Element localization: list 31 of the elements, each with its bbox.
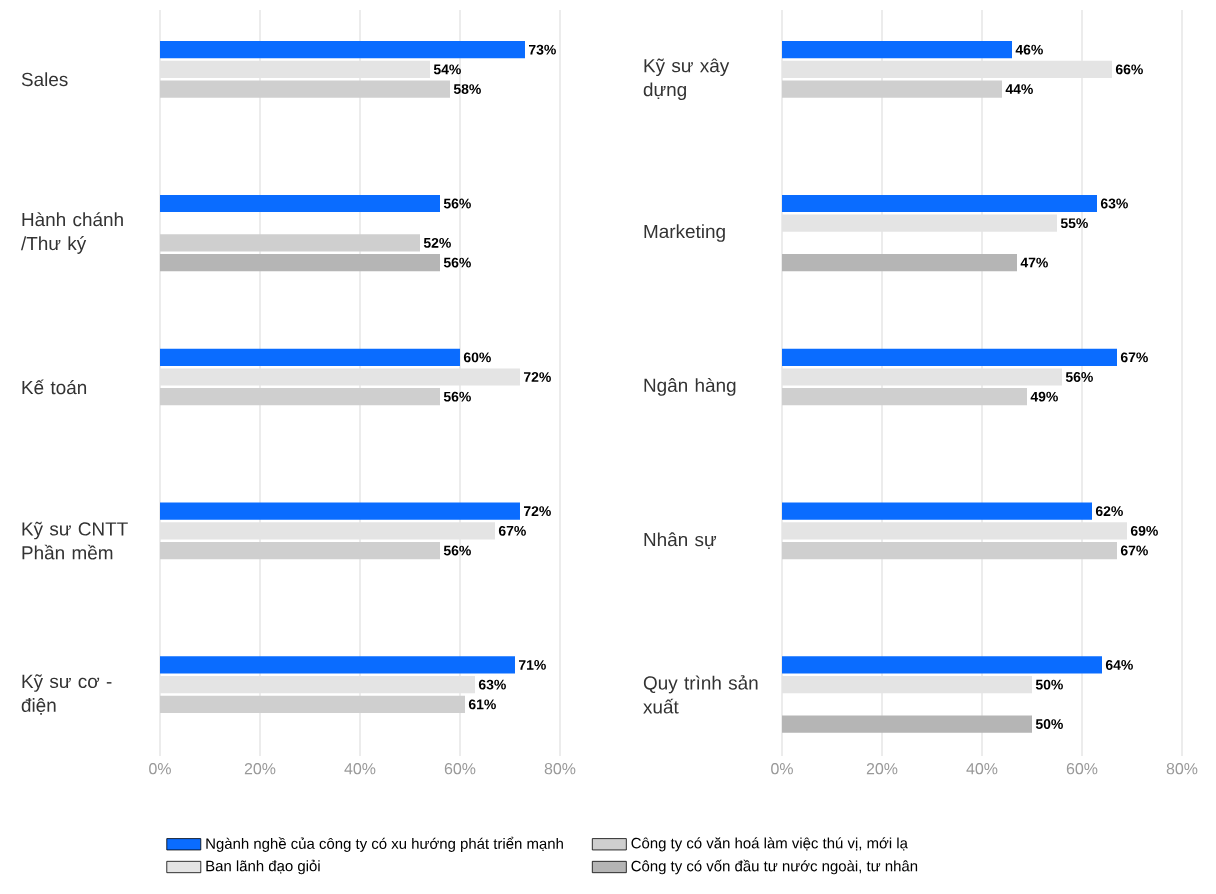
bar bbox=[782, 41, 1013, 59]
bar bbox=[160, 41, 525, 59]
bar bbox=[160, 194, 440, 213]
bar bbox=[782, 80, 1003, 98]
y-tick-label: Nhân sự bbox=[644, 532, 717, 549]
y-tick-label: Sales bbox=[21, 72, 68, 87]
y-tick-label: Marketing bbox=[644, 224, 725, 242]
y-tick-label: Kỹ sư xây dựng bbox=[643, 58, 730, 101]
bar bbox=[160, 656, 515, 674]
y-tick-label: Kỹ sư cơ - điện bbox=[21, 674, 112, 715]
bar bbox=[782, 656, 1102, 674]
bar bbox=[782, 715, 1033, 733]
y-tick-label: Kế toán bbox=[22, 379, 87, 395]
bar bbox=[160, 253, 440, 272]
bar bbox=[782, 253, 1018, 272]
y-tick-label: Kỹ sư CNTT Phần mềm bbox=[22, 521, 128, 560]
bar bbox=[782, 502, 1092, 520]
bar bbox=[160, 388, 440, 406]
y-tick-label: Hành chánh /Thư ký bbox=[20, 212, 123, 254]
bar bbox=[160, 502, 520, 520]
bar bbox=[782, 194, 1097, 213]
bar bbox=[160, 695, 465, 713]
bar bbox=[782, 348, 1117, 366]
bar bbox=[160, 348, 460, 366]
bar bbox=[782, 541, 1117, 560]
bar bbox=[782, 388, 1028, 406]
y-tick-label: Ngân hàng bbox=[644, 377, 736, 396]
bar bbox=[160, 234, 420, 252]
bar bbox=[160, 541, 440, 560]
y-tick-label: Quy trình sản xuất bbox=[643, 675, 758, 714]
bar bbox=[160, 80, 450, 98]
